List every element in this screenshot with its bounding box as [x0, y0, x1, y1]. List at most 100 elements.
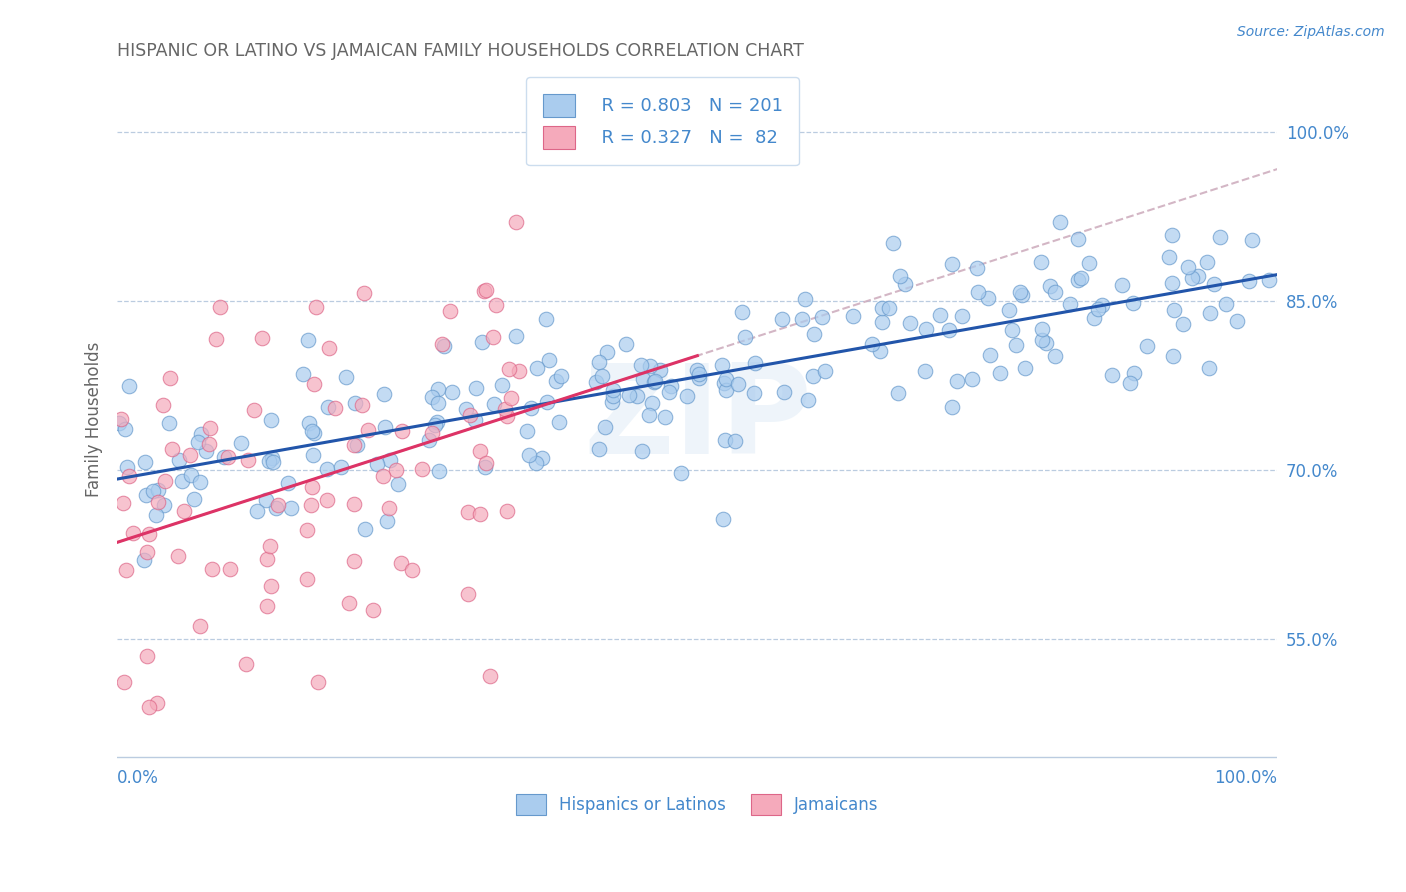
Point [198, 437, 221, 451]
Point [744, 356, 766, 370]
Point [654, 410, 676, 425]
Point [297, 333, 319, 347]
Point [495, 401, 517, 416]
Point [1161, 227, 1184, 242]
Point [686, 362, 709, 376]
Point [315, 493, 337, 508]
Point [1118, 376, 1140, 391]
Point [1215, 297, 1237, 311]
Point [337, 596, 360, 610]
Point [1043, 285, 1066, 300]
Text: 100.0%: 100.0% [1215, 769, 1278, 787]
Point [1011, 287, 1033, 301]
Point [724, 434, 747, 449]
Point [860, 337, 883, 351]
Point [929, 308, 952, 322]
Point [1070, 271, 1092, 285]
Point [882, 235, 904, 250]
Point [591, 368, 613, 383]
Point [304, 377, 326, 392]
Point [648, 363, 671, 377]
Point [267, 499, 290, 513]
Point [496, 504, 519, 518]
Point [1031, 321, 1053, 335]
Point [194, 444, 217, 458]
Point [262, 455, 284, 469]
Point [256, 551, 278, 566]
Point [938, 323, 960, 337]
Point [136, 649, 159, 664]
Point [499, 391, 522, 405]
Point [941, 400, 963, 414]
Point [1090, 298, 1112, 312]
Point [112, 495, 135, 509]
Point [110, 411, 132, 425]
Point [898, 316, 921, 330]
Point [427, 382, 450, 396]
Point [346, 438, 368, 452]
Point [366, 457, 388, 471]
Point [217, 450, 239, 465]
Point [280, 501, 302, 516]
Point [112, 675, 135, 690]
Point [188, 619, 211, 633]
Point [998, 302, 1021, 317]
Point [152, 398, 174, 412]
Point [979, 348, 1001, 362]
Point [811, 310, 834, 325]
Point [516, 424, 538, 438]
Point [714, 383, 737, 397]
Point [1005, 337, 1028, 351]
Point [1087, 301, 1109, 316]
Point [343, 438, 366, 452]
Point [1122, 295, 1144, 310]
Point [153, 474, 176, 488]
Point [464, 412, 486, 426]
Point [425, 418, 447, 433]
Point [1035, 335, 1057, 350]
Point [1161, 276, 1184, 290]
Point [491, 378, 513, 392]
Point [505, 215, 527, 229]
Point [256, 599, 278, 613]
Point [588, 355, 610, 369]
Point [457, 586, 479, 600]
Point [482, 397, 505, 411]
Point [420, 390, 443, 404]
Point [243, 403, 266, 417]
Text: Source: ZipAtlas.com: Source: ZipAtlas.com [1237, 25, 1385, 39]
Point [136, 545, 159, 559]
Point [315, 462, 337, 476]
Point [352, 397, 374, 411]
Point [439, 304, 461, 318]
Point [108, 416, 131, 430]
Point [803, 327, 825, 342]
Point [260, 450, 283, 465]
Point [433, 339, 456, 353]
Point [1237, 274, 1260, 288]
Point [1136, 339, 1159, 353]
Point [801, 368, 824, 383]
Point [508, 364, 530, 378]
Point [478, 669, 501, 683]
Point [713, 433, 735, 447]
Point [894, 277, 917, 291]
Point [378, 453, 401, 467]
Point [201, 561, 224, 575]
Point [153, 498, 176, 512]
Point [1078, 256, 1101, 270]
Point [343, 554, 366, 568]
Point [941, 257, 963, 271]
Point [264, 501, 287, 516]
Point [870, 315, 893, 329]
Point [630, 358, 652, 372]
Point [619, 388, 641, 402]
Point [378, 500, 401, 515]
Point [209, 300, 232, 314]
Point [335, 370, 357, 384]
Point [122, 525, 145, 540]
Point [1199, 305, 1222, 319]
Point [138, 699, 160, 714]
Point [148, 483, 170, 497]
Point [950, 309, 973, 323]
